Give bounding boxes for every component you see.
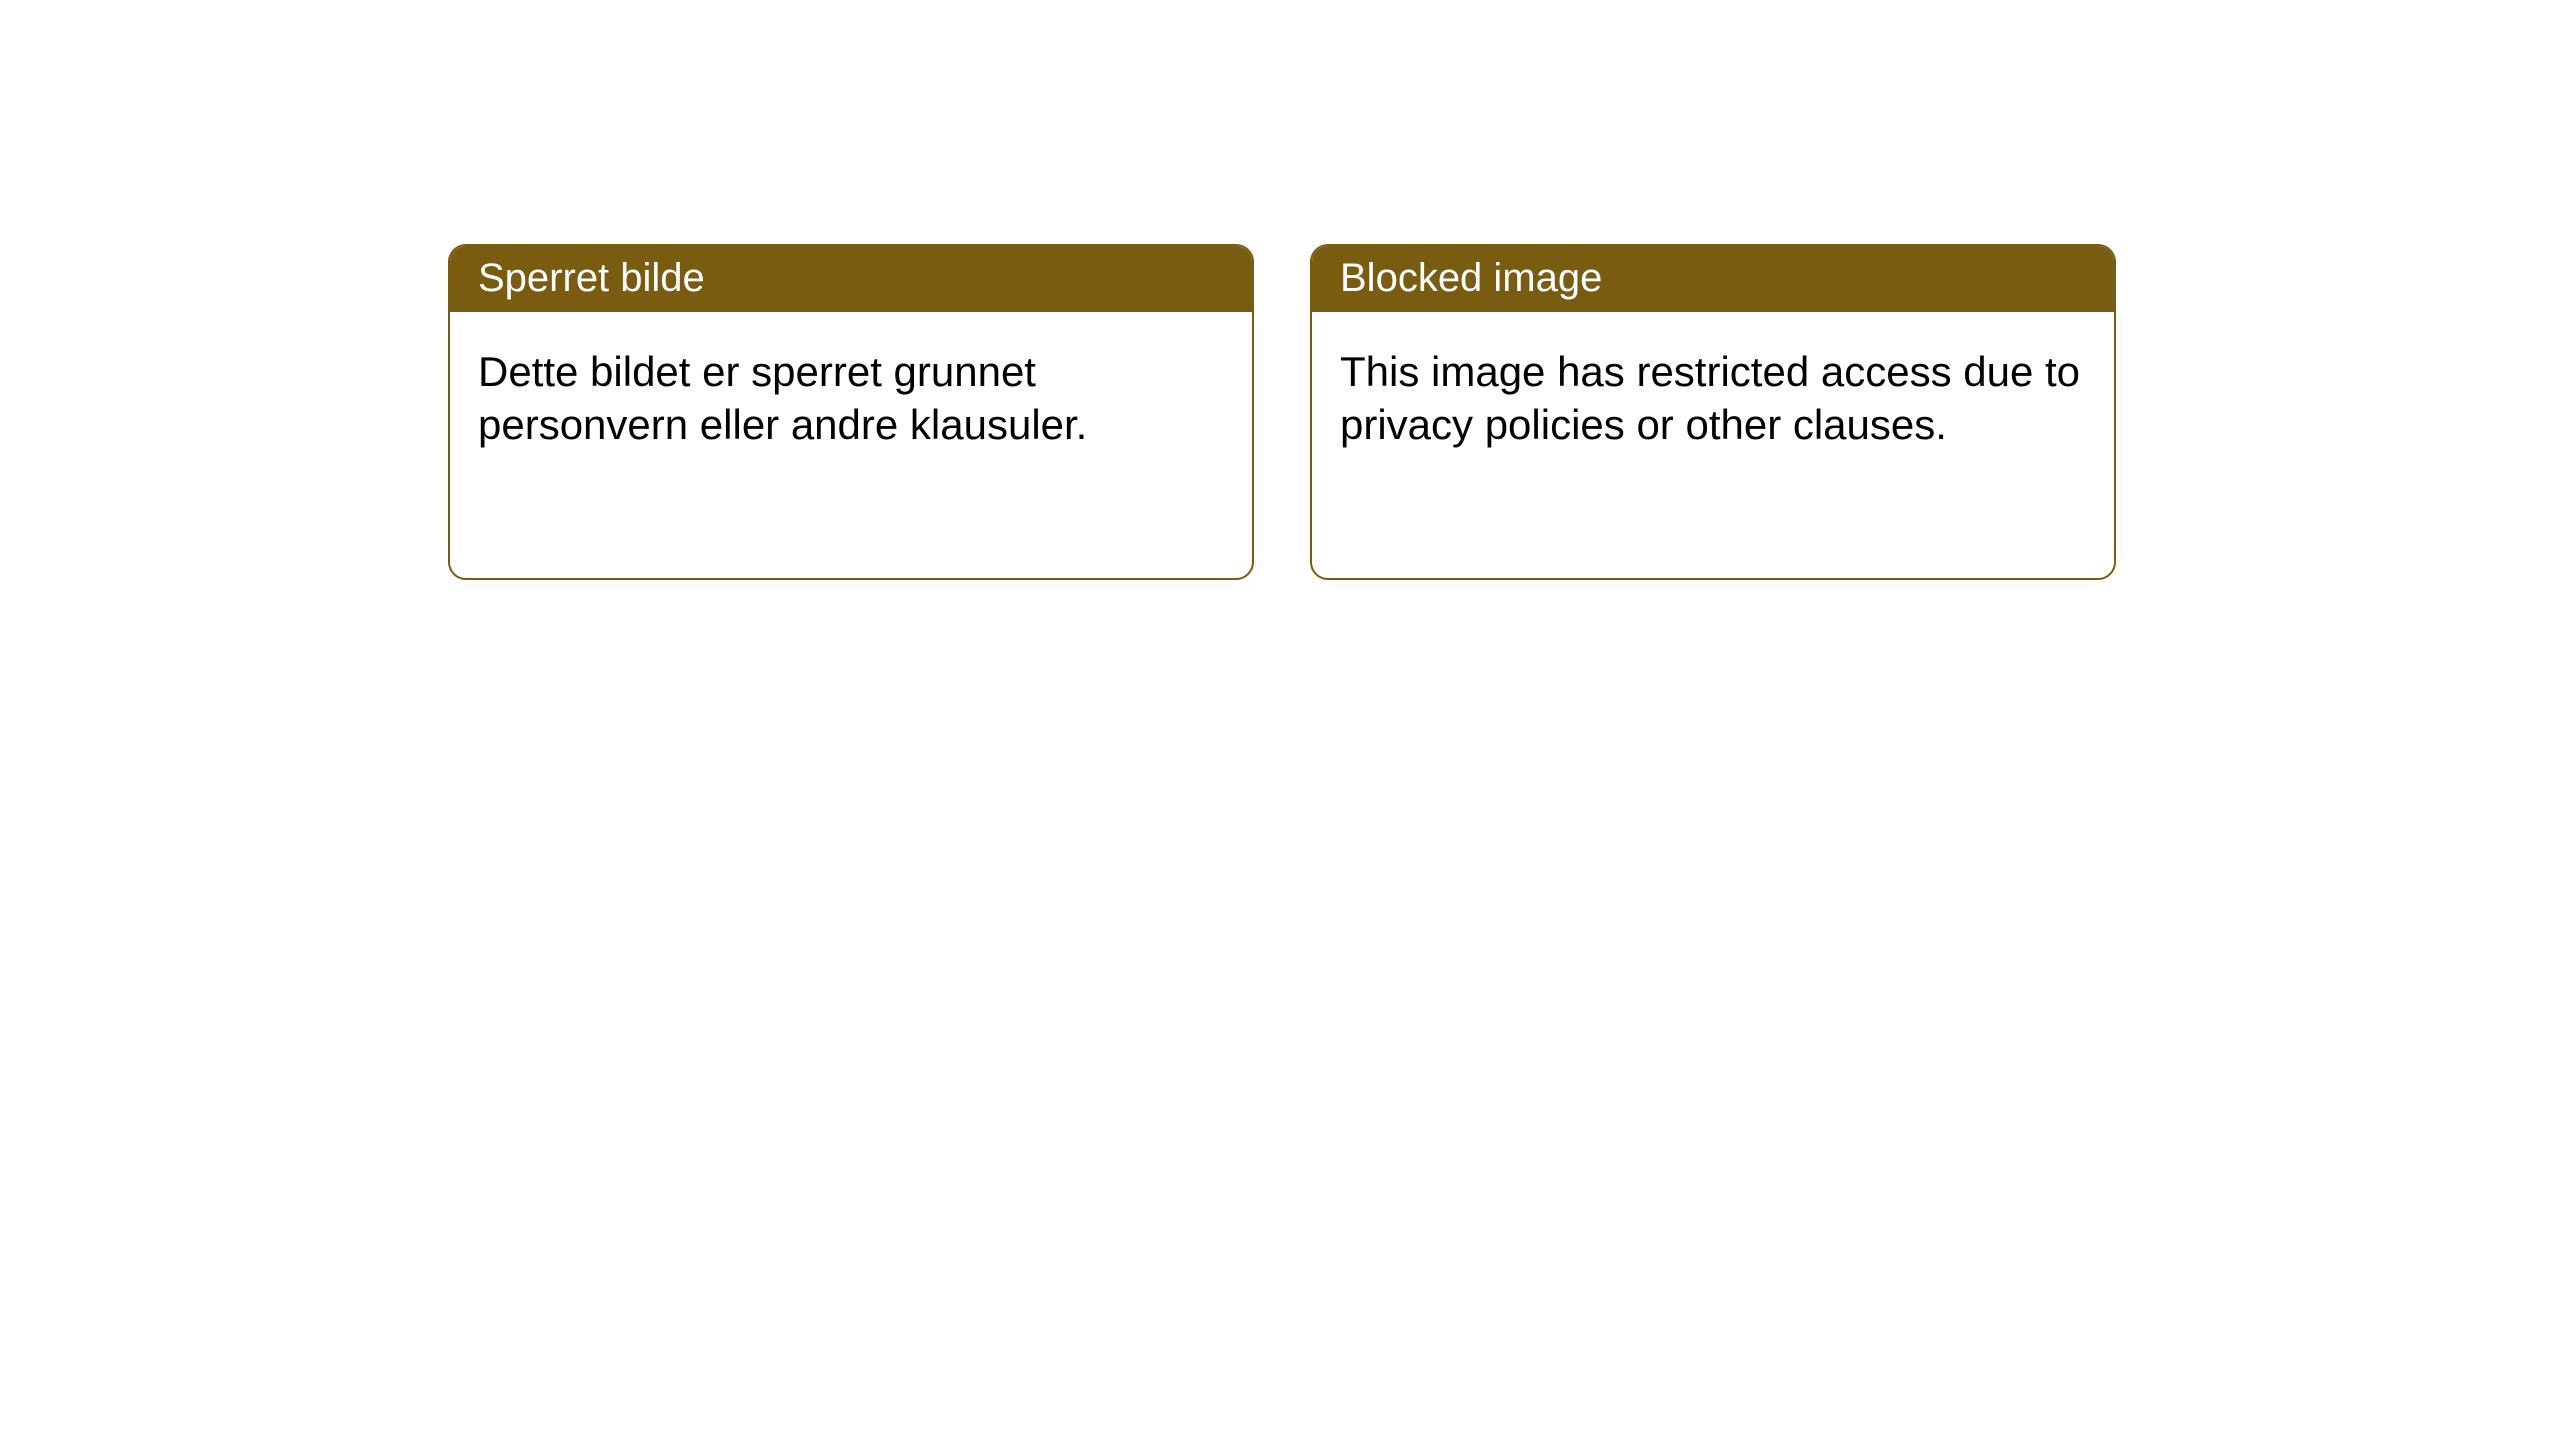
notice-box-en: Blocked image This image has restricted … bbox=[1310, 244, 2116, 580]
notice-body-en: This image has restricted access due to … bbox=[1312, 312, 2114, 485]
notice-container: Sperret bilde Dette bildet er sperret gr… bbox=[448, 244, 2116, 580]
notice-box-no: Sperret bilde Dette bildet er sperret gr… bbox=[448, 244, 1254, 580]
notice-header-no: Sperret bilde bbox=[450, 246, 1252, 312]
notice-header-en: Blocked image bbox=[1312, 246, 2114, 312]
notice-body-no: Dette bildet er sperret grunnet personve… bbox=[450, 312, 1252, 485]
